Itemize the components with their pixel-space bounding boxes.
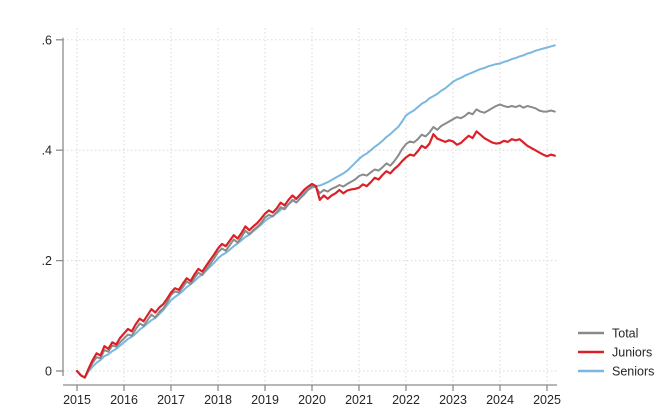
series-line-seniors [76, 44, 556, 379]
series-line-total [76, 103, 556, 379]
x-axis-tick-label: 2025 [533, 393, 561, 407]
x-axis-tick-label: 2015 [63, 393, 91, 407]
x-axis-tick-label: 2018 [204, 393, 232, 407]
x-axis-tick-label: 2022 [392, 393, 420, 407]
y-axis-tick-label: .4 [42, 144, 52, 158]
x-axis-tick-label: 2021 [345, 393, 373, 407]
series-line-juniors [75, 130, 556, 379]
y-axis-tick-label: .6 [42, 33, 52, 47]
x-axis-tick-label: 2019 [251, 393, 279, 407]
y-axis-tick-label: 0 [45, 365, 52, 379]
x-axis-tick-label: 2023 [439, 393, 467, 407]
legend-label-juniors: Juniors [612, 346, 652, 360]
x-axis-tick-label: 2020 [298, 393, 326, 407]
legend-label-seniors: Seniors [612, 365, 654, 379]
legend-label-total: Total [612, 327, 638, 341]
x-axis-tick-label: 2024 [486, 393, 514, 407]
x-axis-tick-label: 2017 [157, 393, 185, 407]
y-axis-tick-label: .2 [42, 254, 52, 268]
x-axis-tick-label: 2016 [110, 393, 138, 407]
